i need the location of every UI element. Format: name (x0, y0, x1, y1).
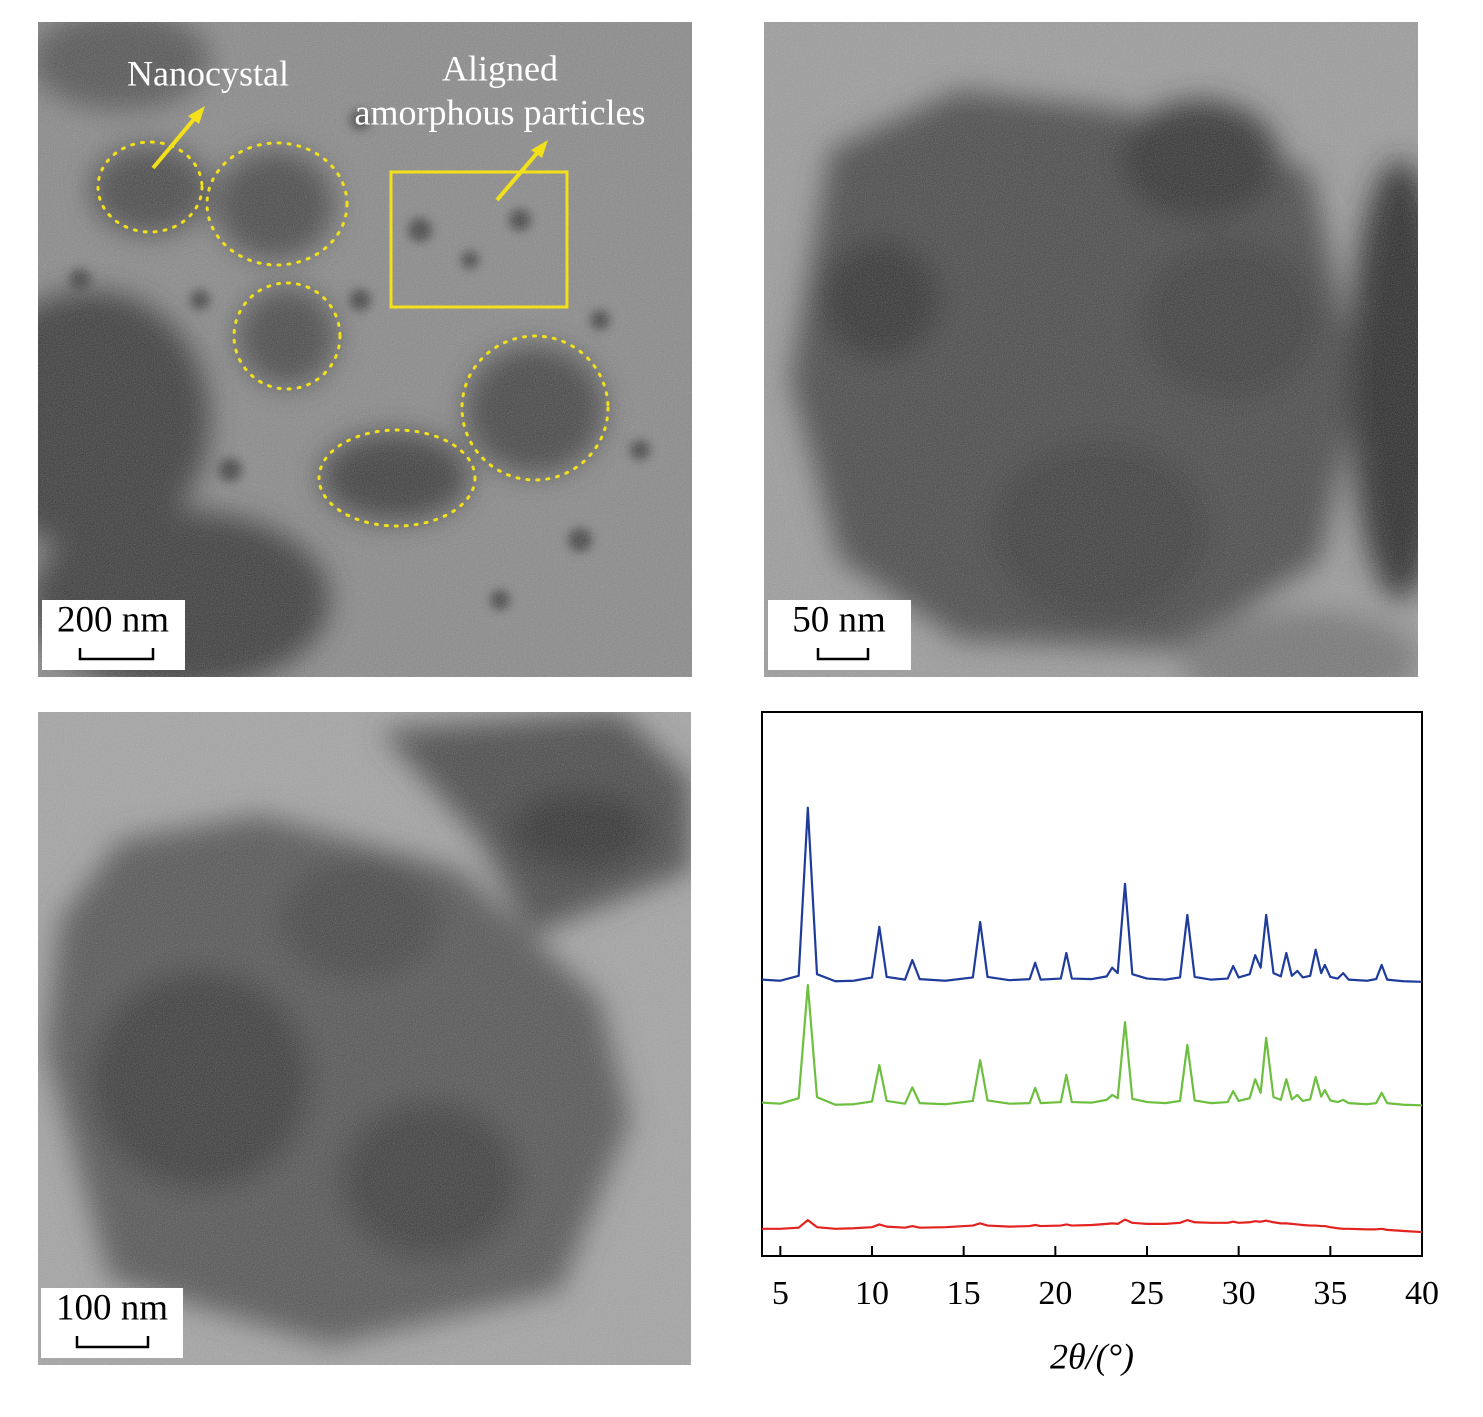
x-axis-label: 2θ/(°) (1050, 1336, 1134, 1376)
xrd-chart: 2θ/(°) 5 10 15 20 25 30 35 40 (761, 711, 1439, 1376)
scale-bar-label: 100 nm (56, 1287, 168, 1328)
plot-frame (761, 711, 1423, 1257)
tem-image-2: 50 nm (764, 22, 1418, 677)
x-tick-label: 20 (1038, 1275, 1072, 1312)
tem-image-3: 100 nm (38, 712, 691, 1365)
tem-image-1: Nanocystal Aligned amorphous particles 2… (38, 22, 692, 677)
x-tick-label: 35 (1313, 1275, 1347, 1312)
x-tick-label: 15 (947, 1275, 981, 1312)
series-line (761, 983, 1423, 1107)
x-tick-label: 40 (1405, 1275, 1439, 1312)
annotation: amorphous particles (355, 92, 646, 132)
x-tick-label: 5 (772, 1275, 789, 1312)
annotation: Nanocystal (127, 53, 289, 93)
series-line (761, 806, 1423, 983)
x-tick-label: 10 (855, 1275, 889, 1312)
series-line (762, 1218, 1423, 1234)
scale-bar-label: 200 nm (57, 599, 169, 640)
x-tick-label: 30 (1222, 1275, 1256, 1312)
annotation: Aligned (442, 48, 558, 88)
scale-bar-label: 50 nm (792, 599, 886, 640)
x-tick-label: 25 (1130, 1275, 1164, 1312)
